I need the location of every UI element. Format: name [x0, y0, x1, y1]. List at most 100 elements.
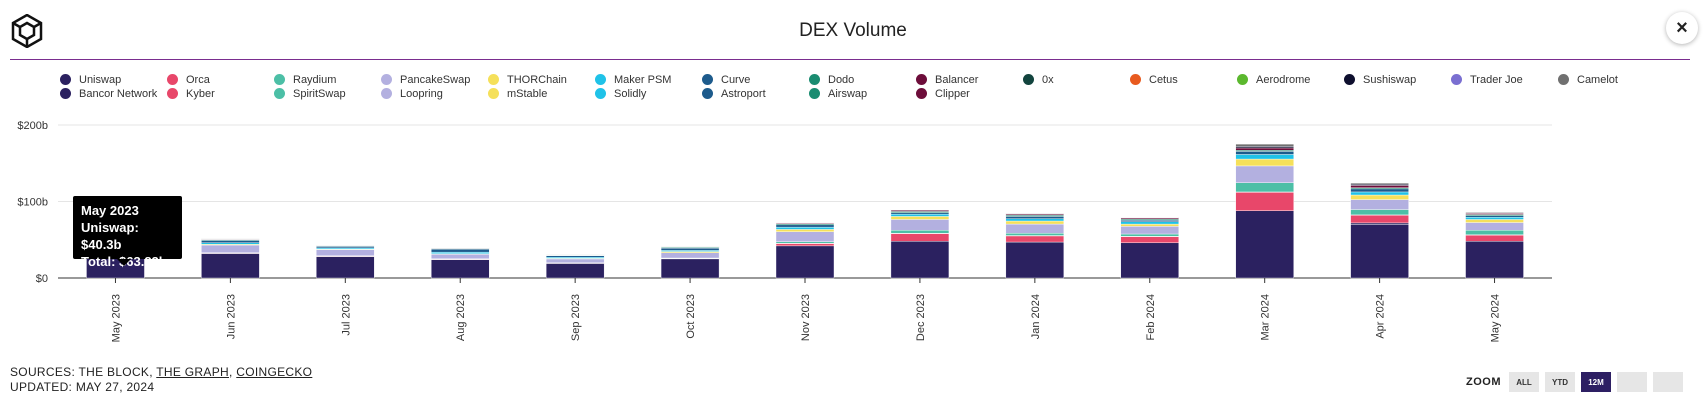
bar-segment-thorchain — [1350, 194, 1409, 200]
header-divider — [10, 59, 1690, 60]
sources-block: SOURCES: THE BLOCK, THE GRAPH, COINGECKO… — [10, 365, 312, 395]
legend-item-dodo[interactable]: Dodo — [809, 74, 854, 86]
legend-label: PancakeSwap — [400, 74, 471, 86]
legend-item-loopring[interactable]: Loopring — [381, 88, 443, 100]
bar-segment-orca — [775, 243, 835, 247]
bar-segment-curve — [1120, 220, 1179, 222]
legend-item-maker-psm[interactable]: Maker PSM — [595, 74, 671, 86]
bar-segment-pancakeswap — [1350, 199, 1409, 210]
legend-item-orca[interactable]: Orca — [167, 74, 210, 86]
bar-segment-pancakeswap — [1005, 223, 1065, 234]
bar-segment-camelot — [1235, 143, 1294, 147]
legend-label: Clipper — [935, 88, 970, 100]
bar-segment-uniswap — [1350, 224, 1409, 279]
legend-item-pancakeswap[interactable]: PancakeSwap — [381, 74, 470, 86]
legend-item-spiritswap[interactable]: SpiritSwap — [274, 88, 346, 100]
bar-segment-thorchain — [775, 229, 835, 232]
legend-dot-icon — [916, 74, 927, 85]
bar-segment-balancer — [1235, 147, 1294, 151]
chart-title: DEX Volume — [799, 20, 907, 41]
sources-separator: , — [228, 365, 237, 379]
legend-item-astroport[interactable]: Astroport — [702, 88, 766, 100]
zoom-label: ZOOM — [1466, 376, 1501, 388]
legend-item-sushiswap[interactable]: Sushiswap — [1344, 74, 1416, 86]
x-tick-label: Apr 2024 — [1375, 294, 1387, 339]
legend-dot-icon — [60, 74, 71, 85]
legend-item-trader-joe[interactable]: Trader Joe — [1451, 74, 1523, 86]
bar-segment-maker-psm — [890, 213, 950, 217]
bar-segment-raydium — [1235, 182, 1294, 193]
legend-item-balancer[interactable]: Balancer — [916, 74, 978, 86]
legend-item-0x[interactable]: 0x — [1023, 74, 1054, 86]
zoom-all-button[interactable]: ALL — [1509, 372, 1539, 392]
x-tick-label: Jan 2024 — [1030, 294, 1042, 339]
legend-item-bancor-network[interactable]: Bancor Network — [60, 88, 157, 100]
bar-segment-sushiswap — [1235, 146, 1294, 149]
bar-segment-pancakeswap — [890, 219, 950, 231]
legend-dot-icon — [595, 74, 606, 85]
tooltip-date: May 2023 — [81, 203, 139, 218]
legend-item-solidly[interactable]: Solidly — [595, 88, 646, 100]
bar-segment-curve — [201, 240, 260, 243]
legend-dot-icon — [702, 88, 713, 99]
bar-segment-curve — [775, 224, 835, 228]
legend-label: Astroport — [721, 88, 766, 100]
zoom-12m-button[interactable]: 12M — [1581, 372, 1611, 392]
legend-label: Kyber — [186, 88, 215, 100]
legend-label: Aerodrome — [1256, 74, 1311, 86]
bar-segment-bancor-network — [1350, 222, 1409, 225]
stacked-bar-chart: $0 $100b $200b May 2023 Jun 2023 Jul 2023 Aug … — [17, 120, 1552, 342]
bar-segment-raydium — [1465, 229, 1524, 235]
legend-dot-icon — [488, 74, 499, 85]
legend-item-raydium[interactable]: Raydium — [274, 74, 336, 86]
x-tick-label: Sep 2023 — [570, 294, 582, 341]
the-block-logo-icon[interactable] — [10, 14, 44, 48]
legend-label: Trader Joe — [1470, 74, 1523, 86]
close-icon[interactable]: × — [1666, 12, 1698, 44]
legend-item-airswap[interactable]: Airswap — [809, 88, 867, 100]
bar-segment-pancakeswap — [660, 252, 720, 259]
bar-segment-thorchain — [1465, 219, 1524, 223]
legend-item-aerodrome[interactable]: Aerodrome — [1237, 74, 1310, 86]
bar-segment-orca — [1120, 236, 1179, 244]
legend-dot-icon — [702, 74, 713, 85]
legend-item-clipper[interactable]: Clipper — [916, 88, 970, 100]
x-tick-label: Mar 2024 — [1260, 294, 1272, 340]
bar-segment-maker-psm — [1120, 221, 1179, 225]
legend-item-uniswap[interactable]: Uniswap — [60, 74, 121, 86]
bar-segment-uniswap — [1005, 241, 1065, 279]
zoom-controls: ZOOM ALL YTD 12M — [1466, 372, 1689, 392]
legend-label: Raydium — [293, 74, 337, 86]
legend-item-mstable[interactable]: mStable — [488, 88, 547, 100]
the-graph-link[interactable]: THE GRAPH — [156, 365, 229, 379]
legend-item-curve[interactable]: Curve — [702, 74, 750, 86]
updated-date: UPDATED: MAY 27, 2024 — [10, 380, 155, 394]
bar-segment-pancakeswap — [1120, 226, 1179, 235]
legend-label: Orca — [186, 74, 210, 86]
chart-tooltip: May 2023 Uniswap: $40.3b Total: $63.82b — [73, 196, 182, 269]
bar-segment-pancakeswap — [775, 231, 835, 242]
bar-segment-maker-psm — [431, 251, 490, 254]
bar-segment-pancakeswap — [1465, 222, 1524, 231]
zoom-ytd-button[interactable]: YTD — [1545, 372, 1575, 392]
legend-item-camelot[interactable]: Camelot — [1558, 74, 1618, 86]
bar-segment-orca — [1465, 234, 1524, 242]
bar-segment-uniswap — [775, 245, 835, 279]
legend-item-kyber[interactable]: Kyber — [167, 88, 215, 100]
bar-segment-raydium — [1005, 233, 1065, 236]
legend-item-thorchain[interactable]: THORChain — [488, 74, 567, 86]
legend-item-cetus[interactable]: Cetus — [1130, 74, 1178, 86]
legend-label: Cetus — [1149, 74, 1178, 86]
coingecko-link[interactable]: COINGECKO — [236, 365, 313, 379]
y-tick-label: $0 — [36, 273, 48, 285]
bar-segment-raydium — [890, 229, 950, 234]
sources-prefix: SOURCES: THE BLOCK, — [10, 365, 157, 379]
zoom-extra-button-1[interactable] — [1617, 372, 1647, 392]
y-tick-label: $200b — [17, 120, 48, 132]
legend-label: Balancer — [935, 74, 979, 86]
legend-dot-icon — [1130, 74, 1141, 85]
bar-segment-curve — [1350, 188, 1409, 193]
zoom-extra-button-2[interactable] — [1653, 372, 1683, 392]
bar-segment-uniswap — [201, 253, 260, 279]
bar-segment-maker-psm — [201, 242, 260, 245]
